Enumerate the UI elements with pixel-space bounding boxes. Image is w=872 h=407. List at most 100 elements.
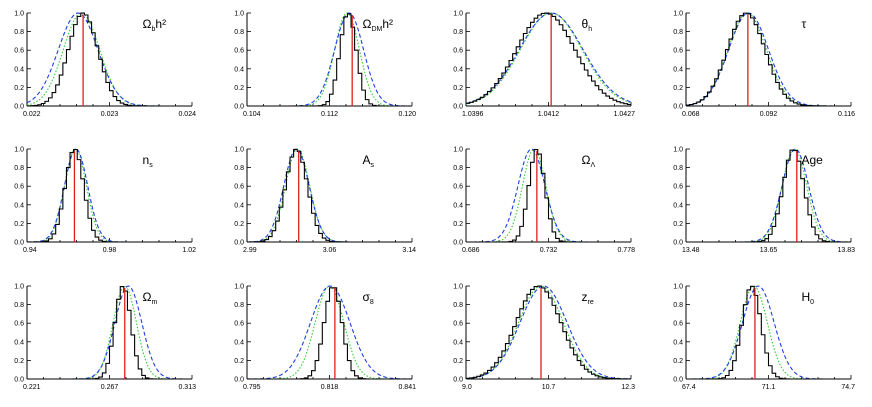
y-tick-label: 0.6 (234, 48, 244, 55)
y-tick-label: 1.0 (14, 284, 24, 291)
y-tick-label: 1.0 (453, 284, 463, 291)
posterior-panel: 0.0 0.2 0.4 0.6 0.8 1.0 0.686 0.732 0.778 ΩΛ (453, 147, 635, 255)
y-tick-label: 0.2 (673, 85, 683, 92)
y-tick-label: 1.0 (453, 11, 463, 18)
x-tick-label: 71.1 (762, 384, 776, 391)
x-tick-label: 1.02 (182, 247, 196, 254)
y-tick-label: 0.8 (673, 165, 683, 172)
y-tick-label: 0.4 (453, 66, 463, 73)
y-tick-label: 0.4 (234, 202, 244, 209)
y-tick-label: 0.4 (234, 339, 244, 346)
y-tick-label: 0.4 (234, 66, 244, 73)
x-tick-label: 74.7 (841, 384, 855, 391)
x-tick-label: 67.4 (682, 384, 696, 391)
posterior-panel: 0.0 0.2 0.4 0.6 0.8 1.0 67.4 71.1 74.7 H0 (673, 284, 855, 392)
x-tick-label: 0.120 (398, 111, 416, 118)
x-tick-label: 1.0427 (614, 111, 636, 118)
y-tick-label: 0.0 (14, 104, 24, 111)
x-tick-label: 0.267 (101, 384, 119, 391)
y-tick-label: 0.0 (453, 240, 463, 247)
y-tick-label: 0.8 (234, 29, 244, 36)
posterior-curve-blue-dashed (686, 148, 852, 243)
y-tick-label: 0.2 (453, 358, 463, 365)
x-tick-label: 0.022 (23, 111, 41, 118)
x-tick-label: 0.686 (462, 247, 480, 254)
parameter-label: σ8 (363, 290, 374, 306)
x-tick-label: 0.092 (760, 111, 778, 118)
posterior-curve-blue-dashed (26, 148, 192, 243)
y-tick-label: 0.2 (673, 358, 683, 365)
posterior-panel: 0.0 0.2 0.4 0.6 0.8 1.0 0.104 0.112 0.120 ΩDMh² (234, 11, 416, 119)
x-tick-label: 0.778 (617, 247, 635, 254)
y-tick-label: 1.0 (14, 11, 24, 18)
x-tick-label: 0.795 (243, 384, 261, 391)
parameter-label: zre (582, 290, 594, 306)
x-tick-label: 0.841 (398, 384, 416, 391)
x-tick-label: 3.06 (323, 247, 337, 254)
posterior-panel: 0.0 0.2 0.4 0.6 0.8 1.0 0.94 0.98 1.02 ns (14, 147, 196, 255)
posterior-panel: 0.0 0.2 0.4 0.6 0.8 1.0 0.795 0.818 0.841 σ8 (234, 284, 416, 392)
y-tick-label: 1.0 (234, 11, 244, 18)
posterior-curve-green-dotted (686, 148, 851, 243)
y-tick-label: 0.2 (234, 358, 244, 365)
y-tick-label: 0.8 (673, 302, 683, 309)
y-tick-label: 1.0 (14, 147, 24, 154)
posterior-curve-green-dotted (466, 148, 631, 243)
parameter-label: H0 (802, 290, 815, 306)
posterior-curve-blue-dashed (246, 148, 412, 243)
y-tick-label: 1.0 (453, 147, 463, 154)
y-tick-label: 1.0 (673, 284, 683, 291)
x-tick-label: 13.48 (682, 247, 700, 254)
y-tick-label: 0.0 (453, 377, 463, 384)
x-tick-label: 3.14 (402, 247, 416, 254)
y-tick-label: 0.2 (453, 221, 463, 228)
posterior-curve-blue-dashed (246, 285, 412, 380)
y-tick-label: 1.0 (673, 147, 683, 154)
y-tick-label: 0.6 (14, 321, 24, 328)
y-tick-label: 0.0 (453, 104, 463, 111)
x-tick-label: 1.0412 (538, 111, 560, 118)
posterior-panel: 0.0 0.2 0.4 0.6 0.8 1.0 0.022 0.023 0.024 Ωbh² (14, 11, 196, 119)
posterior-curve-black-solid (27, 286, 192, 380)
posterior-curve-blue-dashed (27, 285, 192, 380)
x-tick-label: 9.0 (462, 384, 472, 391)
y-tick-label: 0.6 (453, 48, 463, 55)
parameter-label: ns (143, 153, 154, 169)
parameter-label: Ωbh² (143, 17, 167, 33)
posterior-curve-green-dotted (27, 148, 192, 243)
y-tick-label: 0.4 (14, 66, 24, 73)
parameter-label: Ωm (143, 290, 158, 306)
posterior-panel: 0.0 0.2 0.4 0.6 0.8 1.0 9.0 10.7 12.3 zre (453, 284, 635, 392)
parameter-label: Age (802, 153, 824, 167)
posterior-curve-green-dotted (246, 148, 412, 243)
y-tick-label: 0.4 (14, 339, 24, 346)
x-tick-label: 1.0396 (462, 111, 484, 118)
posterior-curve-black-solid (466, 285, 631, 380)
y-tick-label: 0.6 (234, 321, 244, 328)
y-tick-label: 0.8 (234, 302, 244, 309)
parameter-label: ΩDMh² (363, 17, 394, 33)
y-tick-label: 0.4 (673, 339, 683, 346)
parameter-label: As (363, 153, 375, 169)
y-tick-label: 0.8 (453, 29, 463, 36)
y-tick-label: 0.2 (14, 221, 24, 228)
y-tick-label: 0.2 (234, 221, 244, 228)
y-tick-label: 0.0 (14, 240, 24, 247)
y-tick-label: 0.0 (673, 240, 683, 247)
y-tick-label: 0.6 (673, 48, 683, 55)
x-tick-label: 0.732 (540, 247, 558, 254)
y-tick-label: 1.0 (673, 11, 683, 18)
posterior-curve-black-solid (466, 12, 631, 105)
posterior-curve-black-solid (27, 148, 192, 243)
y-tick-label: 0.2 (453, 85, 463, 92)
x-tick-label: 0.313 (178, 384, 196, 391)
x-tick-label: 13.83 (837, 247, 855, 254)
x-tick-label: 0.112 (321, 111, 338, 118)
y-tick-label: 0.0 (234, 104, 244, 111)
y-tick-label: 0.0 (234, 240, 244, 247)
x-tick-label: 13.65 (760, 247, 778, 254)
x-tick-label: 0.104 (243, 111, 261, 118)
y-tick-label: 0.4 (453, 339, 463, 346)
y-tick-label: 0.8 (14, 165, 24, 172)
